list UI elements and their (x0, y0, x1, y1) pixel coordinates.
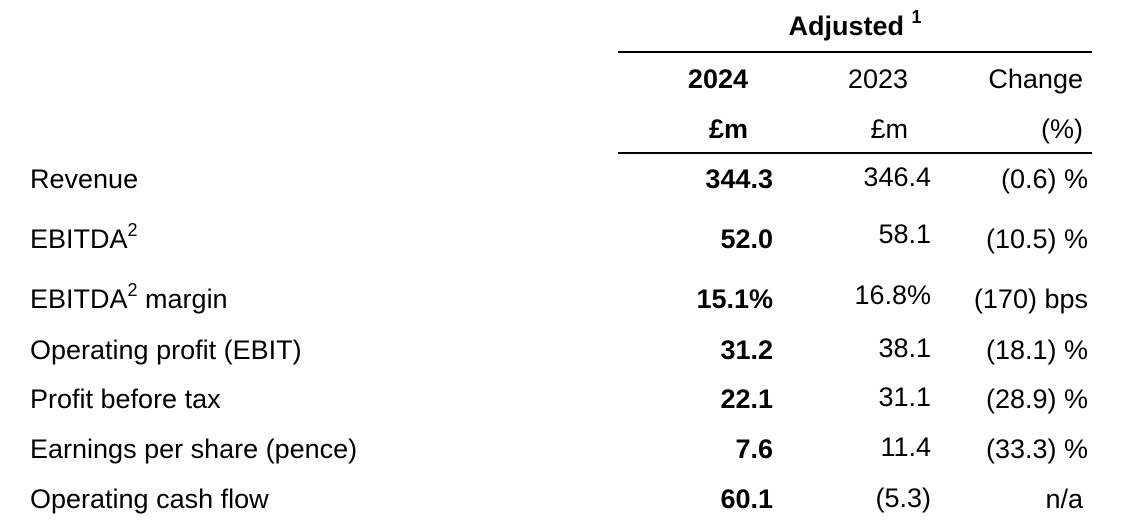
value-2023: 16.8% (854, 280, 931, 310)
value-change: (10.5) % (985, 224, 1088, 254)
value-change: (18.1) % (985, 335, 1088, 365)
col-header-2024: 2024 (687, 64, 748, 94)
footnote-marker: 2 (127, 220, 138, 240)
col-header-2023: 2023 (847, 64, 908, 94)
adjusted-header: Adjusted 1 (788, 7, 922, 41)
col-header-change: Change (988, 64, 1083, 94)
value-2023: 346.4 (863, 162, 931, 192)
footnote-marker: 1 (911, 7, 922, 27)
header-top-rule (618, 51, 1092, 53)
value-2023: 11.4 (880, 432, 931, 462)
value-2024: 15.1% (696, 284, 773, 314)
value-2023: 58.1 (878, 219, 931, 249)
value-2024: 52.0 (720, 224, 773, 254)
value-2023: 38.1 (878, 333, 931, 363)
row-label: EBITDA2 (30, 220, 138, 254)
value-2024: 22.1 (720, 384, 773, 414)
value-2024: 60.1 (720, 484, 773, 514)
value-change: (170) bps (973, 284, 1088, 314)
unit-change: (%) (1041, 114, 1083, 144)
unit-2024: £m (708, 114, 748, 144)
row-label: EBITDA2 margin (30, 280, 228, 314)
value-2024: 7.6 (735, 434, 773, 464)
value-change: n/a (1045, 484, 1083, 514)
value-change: (0.6) % (1000, 164, 1088, 194)
row-label: Profit before tax (30, 384, 221, 414)
row-label: Operating cash flow (30, 484, 269, 514)
header-bottom-rule (618, 152, 1092, 154)
value-change: (33.3) % (985, 434, 1088, 464)
value-2023: (5.3) (875, 483, 931, 513)
row-label: Operating profit (EBIT) (30, 335, 302, 365)
value-change: (28.9) % (985, 384, 1088, 414)
row-label: Earnings per share (pence) (30, 434, 358, 464)
unit-2023: £m (870, 114, 908, 144)
value-2024: 344.3 (705, 164, 773, 194)
footnote-marker: 2 (127, 280, 138, 300)
value-2024: 31.2 (720, 335, 773, 365)
value-2023: 31.1 (878, 382, 931, 412)
row-label: Revenue (30, 164, 139, 194)
